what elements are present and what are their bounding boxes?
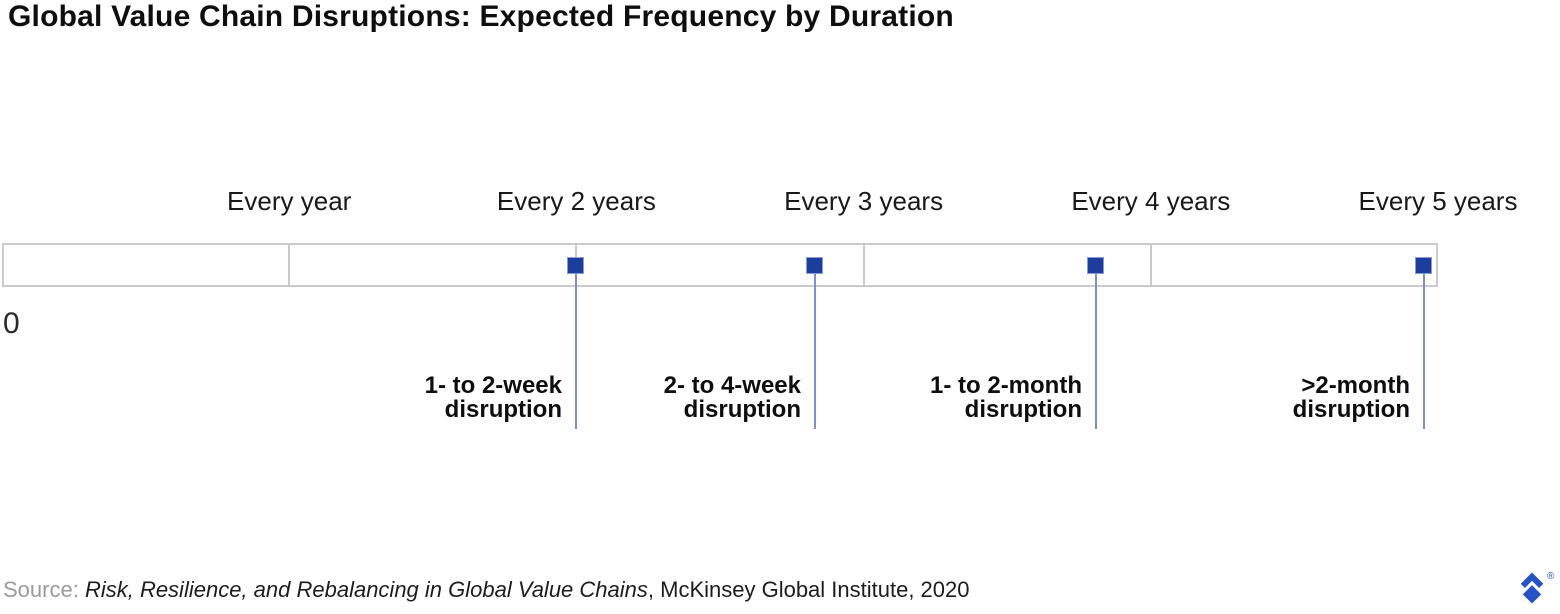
toptal-logo-icon: ® bbox=[1520, 571, 1555, 604]
data-point-label: 2- to 4-week disruption bbox=[664, 374, 801, 422]
data-point-label: 1- to 2-week disruption bbox=[425, 374, 562, 422]
data-point-label-line: 1- to 2-month bbox=[930, 372, 1082, 399]
marker-stem bbox=[814, 271, 816, 429]
data-point-label-line: disruption bbox=[1292, 396, 1410, 423]
source-suffix: , McKinsey Global Institute, 2020 bbox=[647, 577, 970, 602]
marker-stem bbox=[575, 271, 577, 429]
source-cited-work: Risk, Resilience, and Rebalancing in Glo… bbox=[84, 577, 648, 602]
x-tick-label: Every 2 years bbox=[496, 186, 656, 216]
grid-divider bbox=[288, 243, 291, 287]
data-point-label: 1- to 2-month disruption bbox=[930, 374, 1082, 422]
x-tick-label: Every 5 years bbox=[1358, 186, 1518, 216]
data-point-marker bbox=[567, 257, 584, 274]
x-tick-label: Every 3 years bbox=[784, 186, 944, 216]
data-point-label-line: 1- to 2-week bbox=[424, 372, 562, 399]
toptal-logo: ® bbox=[1516, 566, 1556, 612]
marker-stem bbox=[1423, 271, 1425, 429]
data-point-label: >2-month disruption bbox=[1293, 374, 1410, 422]
grid-divider bbox=[862, 243, 865, 287]
data-point-marker bbox=[1087, 257, 1104, 274]
data-point-marker bbox=[806, 257, 823, 274]
grid-divider bbox=[1149, 243, 1152, 287]
data-point-label-line: disruption bbox=[964, 396, 1082, 423]
x-tick-label: Every 4 years bbox=[1071, 186, 1231, 216]
data-point-label-line: disruption bbox=[683, 396, 801, 423]
source-prefix: Source: bbox=[3, 577, 85, 602]
data-point-label-line: disruption bbox=[444, 396, 562, 423]
registered-trademark-symbol: ® bbox=[1547, 571, 1555, 582]
x-tick-label: Every year bbox=[227, 186, 352, 216]
page-title: Global Value Chain Disruptions: Expected… bbox=[8, 0, 954, 33]
data-point-label-line: 2- to 4-week bbox=[663, 372, 801, 399]
data-point-marker bbox=[1415, 257, 1432, 274]
axis-origin-label: 0 bbox=[3, 307, 20, 340]
marker-stem bbox=[1095, 271, 1097, 429]
data-point-label-line: >2-month bbox=[1301, 372, 1410, 399]
source-attribution: Source: Risk, Resilience, and Rebalancin… bbox=[3, 577, 970, 603]
timeline-band bbox=[2, 243, 1438, 287]
